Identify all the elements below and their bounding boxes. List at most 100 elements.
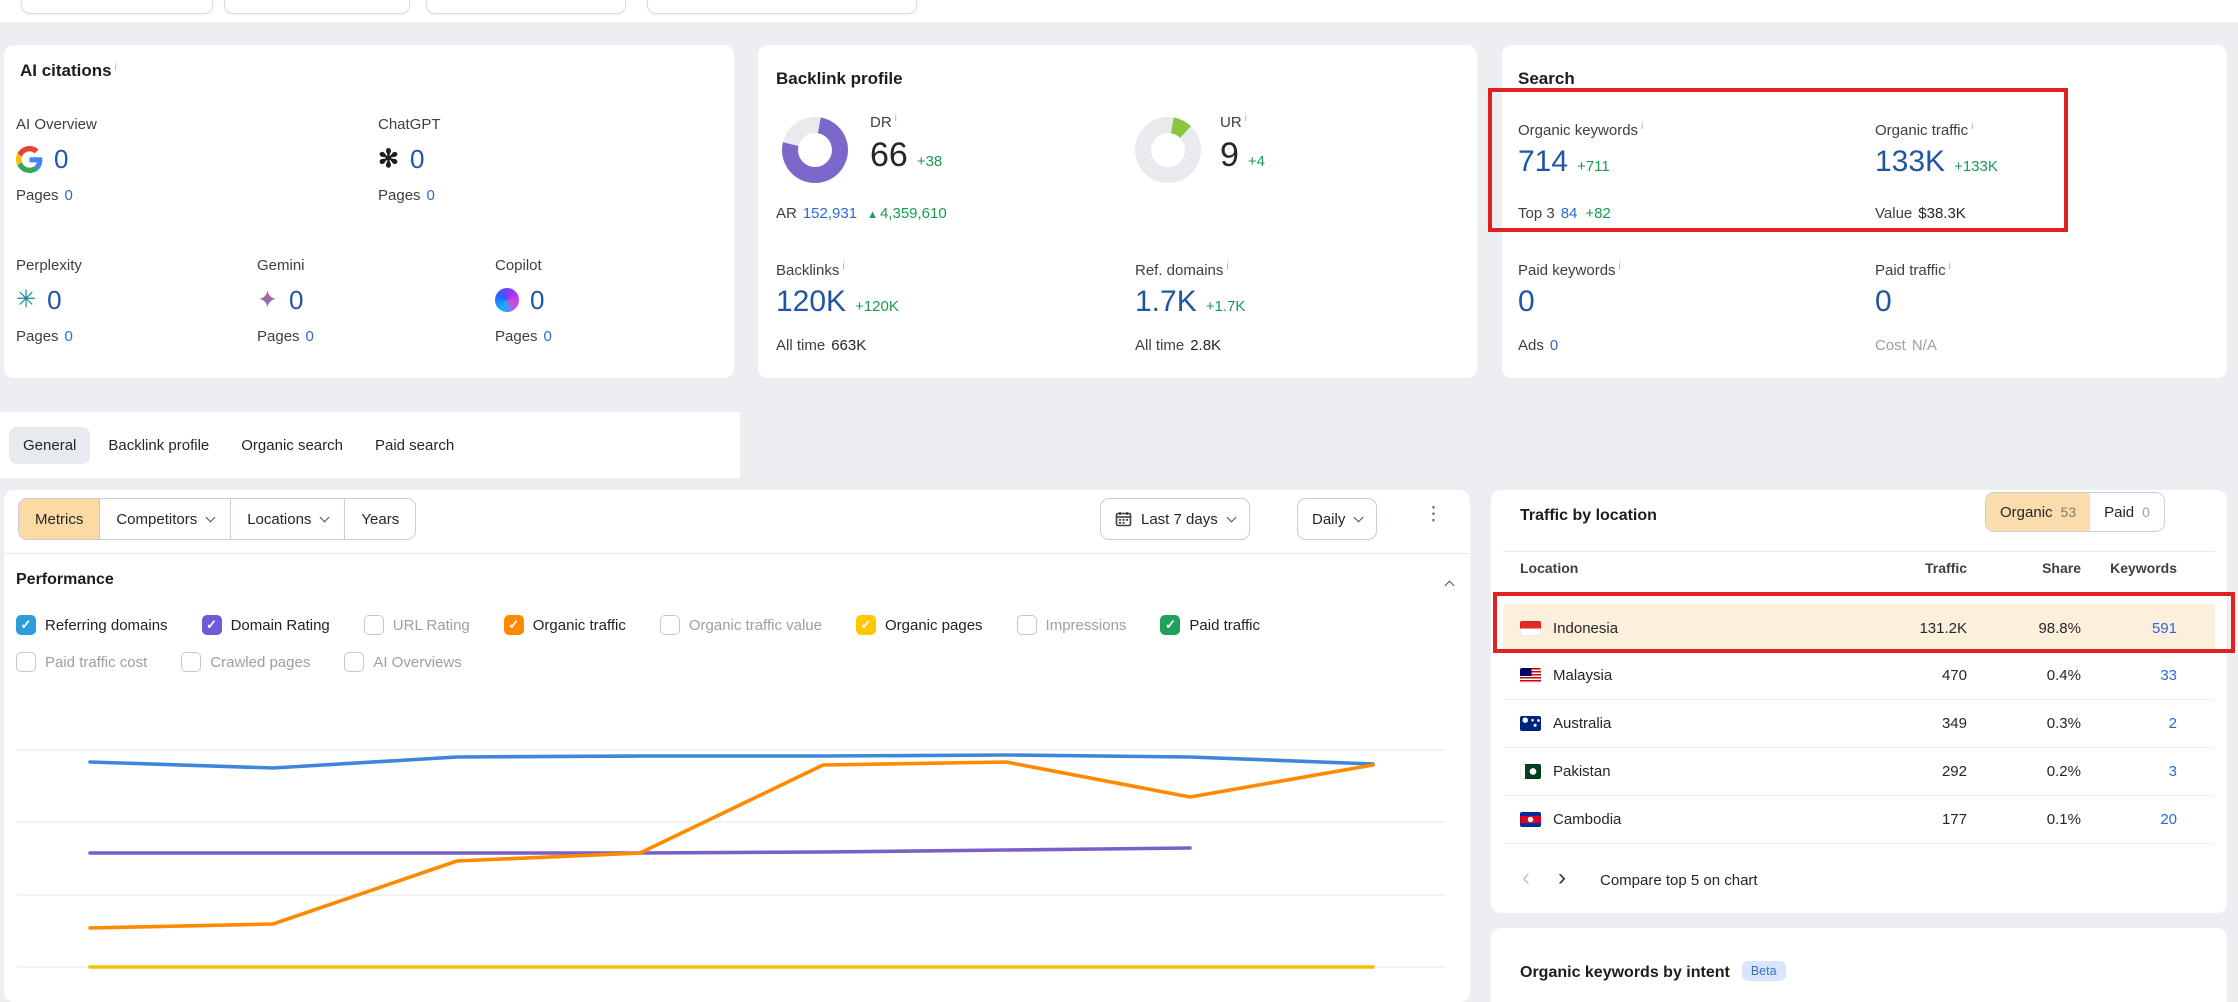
ads-row: Ads 0 bbox=[1518, 337, 1559, 354]
beta-badge: Beta bbox=[1741, 961, 1786, 981]
date-range-button[interactable]: Last 7 days bbox=[1100, 498, 1250, 540]
checkbox-checked: ✓ bbox=[16, 615, 36, 635]
australia-flag-icon bbox=[1520, 716, 1541, 731]
filter-paid-traffic[interactable]: ✓ Paid traffic bbox=[1160, 615, 1260, 635]
ar-value-link[interactable]: 152,931 bbox=[802, 205, 858, 222]
ai-tile-gemini: Gemini ✦ 0 Pages 0 bbox=[257, 257, 314, 345]
info-icon[interactable]: i bbox=[114, 62, 117, 73]
tab-general[interactable]: General bbox=[9, 426, 91, 464]
info-icon[interactable]: i bbox=[1641, 121, 1644, 132]
keywords-link[interactable]: 3 bbox=[2168, 763, 2177, 780]
more-options-icon[interactable]: ⋮ bbox=[1424, 504, 1443, 525]
filter-organic-traffic[interactable]: ✓ Organic traffic bbox=[503, 615, 626, 635]
checkbox-unchecked: ✓ bbox=[1016, 615, 1037, 635]
location-row-indonesia[interactable]: Indonesia 131.2K 98.8% 591 bbox=[1503, 604, 2215, 652]
filter-url-rating[interactable]: ✓URL Rating bbox=[363, 615, 470, 635]
filter-impressions[interactable]: ✓Impressions bbox=[1016, 615, 1126, 635]
pages-count-link[interactable]: 0 bbox=[543, 328, 552, 345]
tab-backlink-profile[interactable]: Backlink profile bbox=[108, 436, 210, 454]
annotation-red-box-search bbox=[1488, 88, 2068, 232]
tab-organic-search[interactable]: Organic search bbox=[241, 436, 343, 454]
compare-top5-label[interactable]: Compare top 5 on chart bbox=[1600, 872, 1758, 889]
copilot-count: 0 bbox=[530, 284, 545, 315]
keywords-link[interactable]: 2 bbox=[2168, 715, 2177, 732]
checkbox-unchecked: ✓ bbox=[659, 615, 680, 635]
info-icon[interactable]: i bbox=[1226, 261, 1229, 272]
filter-domain-rating[interactable]: ✓ Domain Rating bbox=[201, 615, 330, 635]
filter-paid-traffic-cost[interactable]: ✓Paid traffic cost bbox=[16, 652, 147, 672]
ur-value: 9 bbox=[1220, 136, 1239, 174]
organic-traffic-value[interactable]: 133K bbox=[1875, 145, 1946, 178]
cutoff-field-2[interactable] bbox=[224, 0, 410, 14]
intent-title: Organic keywords by intent bbox=[1520, 964, 1730, 981]
backlinks-value[interactable]: 120K bbox=[776, 285, 847, 318]
location-row-malaysia[interactable]: Malaysia 470 0.4% 33 bbox=[1503, 652, 2215, 700]
pages-count-link[interactable]: 0 bbox=[64, 328, 73, 345]
location-row-pakistan[interactable]: Pakistan 292 0.2% 3 bbox=[1503, 748, 2215, 796]
filter-referring-domains[interactable]: ✓ Referring domains bbox=[16, 615, 168, 635]
segment-locations[interactable]: Locations bbox=[230, 499, 344, 539]
ref-domains-value[interactable]: 1.7K bbox=[1135, 285, 1197, 318]
ads-value-link[interactable]: 0 bbox=[1549, 337, 1559, 354]
keywords-link[interactable]: 591 bbox=[2151, 619, 2177, 637]
filter-crawled-pages[interactable]: ✓Crawled pages bbox=[181, 652, 310, 672]
cutoff-field-4[interactable] bbox=[647, 0, 917, 14]
up-triangle-icon: ▲ bbox=[867, 209, 878, 221]
checkbox-checked: ✓ bbox=[503, 615, 524, 635]
ai-tile-ai-overview: AI Overview 0 Pages 0 bbox=[16, 116, 97, 204]
organic-keywords-label: Organic keywords i bbox=[1518, 121, 1644, 139]
performance-chart[interactable] bbox=[4, 690, 1470, 1002]
keywords-link[interactable]: 20 bbox=[2160, 811, 2177, 828]
search-title: Search bbox=[1518, 69, 1575, 88]
location-row-australia[interactable]: Australia 349 0.3% 2 bbox=[1503, 700, 2215, 748]
checkbox-unchecked: ✓ bbox=[181, 652, 202, 672]
segment-competitors[interactable]: Competitors bbox=[99, 499, 230, 539]
info-icon[interactable]: i bbox=[1971, 121, 1974, 132]
pager-prev-icon[interactable]: ‹ bbox=[1522, 864, 1530, 891]
organic-traffic-label: Organic traffic i bbox=[1875, 121, 1974, 139]
malaysia-flag-icon bbox=[1520, 668, 1541, 683]
cutoff-field-1[interactable] bbox=[21, 0, 213, 14]
pager-next-icon[interactable]: › bbox=[1558, 864, 1566, 891]
info-icon[interactable]: i bbox=[894, 113, 897, 124]
column-header-traffic[interactable]: Traffic bbox=[1924, 560, 1967, 576]
chatgpt-count: 0 bbox=[409, 143, 425, 174]
pakistan-flag-icon bbox=[1520, 764, 1541, 779]
pages-count-link[interactable]: 0 bbox=[305, 328, 314, 345]
traffic-value-row: Value $38.3K bbox=[1875, 205, 1966, 222]
tab-paid-search[interactable]: Paid search bbox=[374, 436, 455, 454]
granularity-button[interactable]: Daily bbox=[1297, 498, 1378, 540]
paid-keywords-value: 0 bbox=[1518, 285, 1535, 318]
keywords-link[interactable]: 33 bbox=[2160, 667, 2177, 684]
organic-keywords-value[interactable]: 714 bbox=[1518, 145, 1569, 178]
ar-row: AR 152,931 ▲ 4,359,610 bbox=[776, 205, 947, 222]
ai-tile-label: Perplexity bbox=[16, 257, 82, 274]
toggle-organic[interactable]: Organic 53 bbox=[1986, 493, 2091, 531]
pages-count-link[interactable]: 0 bbox=[426, 187, 435, 204]
cutoff-field-3[interactable] bbox=[426, 0, 626, 14]
column-header-keywords[interactable]: Keywords bbox=[2110, 560, 2177, 576]
ai-tile-label: ChatGPT bbox=[378, 116, 441, 133]
location-row-cambodia[interactable]: Cambodia 177 0.1% 20 bbox=[1503, 796, 2215, 844]
segment-years[interactable]: Years bbox=[344, 499, 415, 539]
filter-organic-pages[interactable]: ✓ Organic pages bbox=[855, 615, 983, 635]
segment-metrics[interactable]: Metrics bbox=[19, 499, 100, 539]
info-icon[interactable]: i bbox=[1948, 261, 1951, 272]
info-icon[interactable]: i bbox=[1244, 113, 1247, 124]
column-header-share[interactable]: Share bbox=[2042, 560, 2081, 576]
info-icon[interactable]: i bbox=[842, 261, 845, 272]
pages-count-link[interactable]: 0 bbox=[64, 187, 73, 204]
toggle-paid[interactable]: Paid 0 bbox=[2104, 503, 2150, 521]
perplexity-count: 0 bbox=[47, 284, 62, 315]
column-header-location[interactable]: Location bbox=[1520, 560, 1579, 576]
filter-organic-traffic-value[interactable]: ✓Organic traffic value bbox=[659, 615, 822, 635]
collapse-section-icon[interactable] bbox=[1436, 576, 1455, 593]
copilot-icon bbox=[495, 288, 519, 312]
ai-citations-title: AI citations i bbox=[20, 61, 117, 80]
info-icon[interactable]: i bbox=[1618, 261, 1621, 272]
filter-ai-overviews[interactable]: ✓AI Overviews bbox=[344, 652, 462, 672]
checkbox-unchecked: ✓ bbox=[344, 652, 365, 672]
dr-value: 66 bbox=[870, 136, 908, 174]
top3-value-link[interactable]: 84 bbox=[1560, 205, 1578, 222]
